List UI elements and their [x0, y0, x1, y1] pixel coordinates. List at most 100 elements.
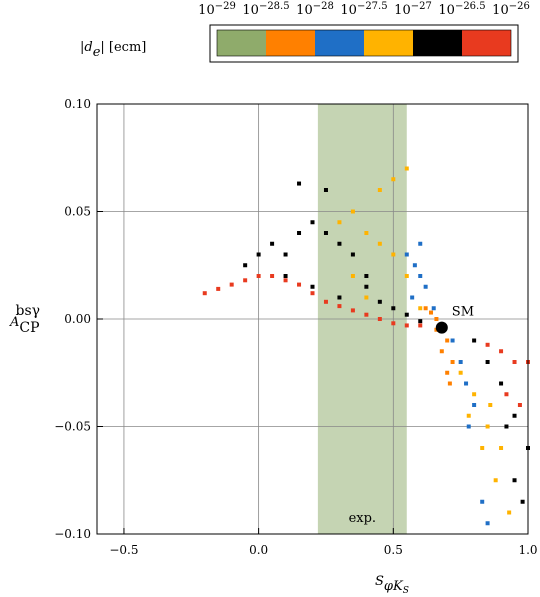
- point: [410, 295, 415, 300]
- point: [418, 306, 423, 311]
- colorbar-tick-label: 10−27: [394, 1, 432, 18]
- y-label-sup: bsγ: [16, 303, 41, 319]
- point: [310, 220, 315, 225]
- point: [472, 338, 477, 343]
- point: [499, 381, 504, 386]
- point: [350, 252, 355, 257]
- point: [364, 231, 369, 235]
- x-axis-label: SφKS: [375, 574, 409, 596]
- colorbar-swatch: [217, 30, 266, 56]
- point: [423, 306, 428, 311]
- point: [472, 403, 477, 407]
- point: [323, 188, 328, 192]
- point: [404, 166, 409, 171]
- x-tick-label: −0.5: [109, 543, 138, 557]
- colorbar-tick-base: 10: [198, 3, 215, 18]
- colorbar-label: |de| [ecm]: [80, 40, 146, 60]
- point: [450, 360, 455, 364]
- plot-frame: [96, 103, 529, 535]
- point: [404, 323, 409, 328]
- point: [391, 306, 396, 311]
- point: [323, 299, 328, 304]
- point: [412, 263, 417, 268]
- point: [283, 278, 288, 283]
- point: [458, 370, 463, 375]
- point: [283, 274, 288, 278]
- point: [337, 220, 342, 225]
- point: [507, 510, 512, 515]
- colorbar-swatch: [266, 30, 315, 56]
- x-label-main: S: [375, 574, 384, 589]
- point: [472, 392, 477, 397]
- point: [466, 413, 471, 418]
- point: [520, 499, 525, 504]
- point: [350, 209, 355, 214]
- y-tick-label: 0.05: [64, 205, 91, 219]
- point: [377, 317, 382, 321]
- colorbar-tick-label: 10−28: [296, 1, 334, 18]
- point: [404, 312, 409, 317]
- colorbar-tick-base: 10: [438, 3, 455, 18]
- colorbar-tick-exp: −29: [215, 1, 236, 12]
- colorbar-label-sub: e: [93, 45, 101, 60]
- point: [323, 231, 328, 235]
- point: [418, 274, 423, 278]
- point: [418, 241, 423, 246]
- colorbar-tick-label: 10−29: [198, 1, 236, 18]
- point: [391, 177, 396, 182]
- point: [445, 338, 450, 343]
- point: [512, 478, 517, 483]
- colorbar-tick-exp: −27: [411, 1, 432, 12]
- point: [310, 291, 315, 296]
- point: [499, 446, 504, 450]
- point: [337, 241, 342, 246]
- point: [364, 284, 369, 289]
- y-tick-label: −0.05: [54, 420, 91, 434]
- point: [297, 282, 302, 287]
- colorbar-tick-exp: −27.5: [357, 1, 388, 12]
- x-tick-label: 1.0: [518, 543, 537, 557]
- point: [350, 274, 355, 278]
- point: [243, 278, 248, 283]
- point: [429, 310, 434, 315]
- colorbar-tick-label: 10−28.5: [242, 1, 289, 18]
- point: [485, 521, 490, 526]
- point: [504, 392, 509, 397]
- colorbar-label-main: |d: [80, 40, 93, 55]
- colorbar-border: [216, 29, 512, 57]
- colorbar-tick-base: 10: [394, 3, 411, 18]
- y-tick-label: 0.10: [64, 97, 91, 111]
- colorbar-swatch: [462, 30, 511, 56]
- colorbar-tick-exp: −26: [509, 1, 530, 12]
- point: [404, 274, 409, 278]
- point: [499, 349, 504, 354]
- point: [243, 263, 248, 268]
- band-label: exp.: [349, 511, 376, 526]
- point: [512, 413, 517, 418]
- point: [391, 321, 396, 326]
- point: [480, 499, 485, 504]
- point: [337, 295, 342, 300]
- x-label-sub: φK: [384, 579, 404, 594]
- point: [458, 360, 463, 364]
- colorbar-tick-base: 10: [492, 3, 509, 18]
- y-tick-label: 0.00: [64, 312, 91, 326]
- point: [488, 403, 493, 407]
- colorbar-tick-base: 10: [340, 3, 357, 18]
- point: [229, 282, 234, 287]
- plot-area: exp. −0.5 0.0 0.5 1.0 −0.10 −0.05 0.00 0.05 0.10 S…: [54, 97, 537, 557]
- point: [485, 342, 490, 347]
- point: [404, 252, 409, 257]
- colorbar-tick-exp: −28: [313, 1, 334, 12]
- point: [297, 231, 302, 235]
- point: [256, 274, 261, 278]
- colorbar-swatch: [413, 30, 462, 56]
- point: [337, 304, 342, 309]
- point: [423, 284, 428, 289]
- point: [256, 252, 261, 257]
- colorbar-label-rest: | [ecm]: [100, 40, 146, 55]
- point: [434, 317, 439, 321]
- y-label-main: A: [9, 315, 19, 330]
- y-axis-label: ACPbsγ: [9, 303, 40, 336]
